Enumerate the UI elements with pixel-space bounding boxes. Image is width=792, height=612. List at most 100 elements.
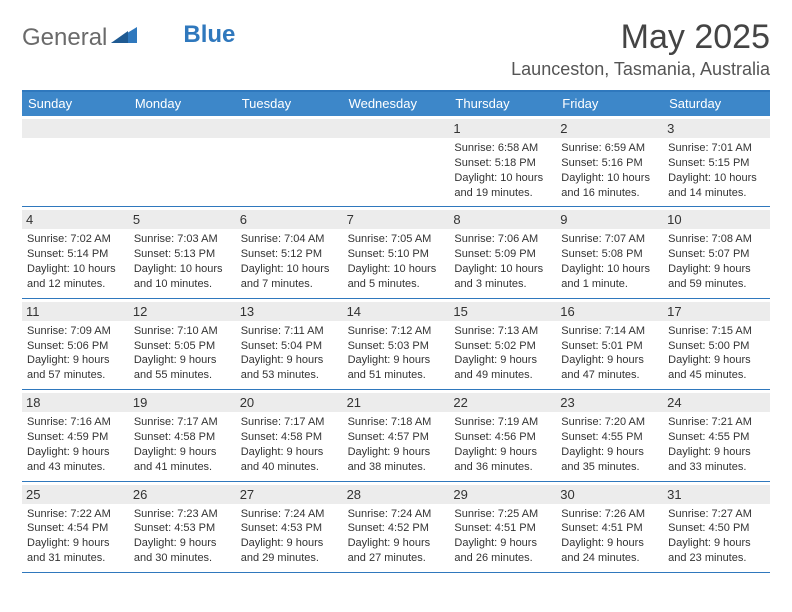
- sunrise-text: Sunrise: 7:17 AM: [134, 415, 231, 430]
- sunset-text: Sunset: 5:14 PM: [27, 247, 124, 262]
- sunset-text: Sunset: 5:08 PM: [561, 247, 658, 262]
- sunrise-text: Sunrise: 7:22 AM: [27, 507, 124, 522]
- calendar-cell: 15Sunrise: 7:13 AMSunset: 5:02 PMDayligh…: [449, 299, 556, 389]
- daylight-text: Daylight: 10 hours and 1 minute.: [561, 262, 658, 292]
- sunrise-text: Sunrise: 7:07 AM: [561, 232, 658, 247]
- sunset-text: Sunset: 4:58 PM: [134, 430, 231, 445]
- dayname: Saturday: [663, 92, 770, 116]
- sunset-text: Sunset: 4:55 PM: [668, 430, 765, 445]
- day-details: Sunrise: 7:24 AMSunset: 4:52 PMDaylight:…: [348, 507, 445, 566]
- calendar-cell: 14Sunrise: 7:12 AMSunset: 5:03 PMDayligh…: [343, 299, 450, 389]
- sunrise-text: Sunrise: 7:12 AM: [348, 324, 445, 339]
- calendar-cell: 3Sunrise: 7:01 AMSunset: 5:15 PMDaylight…: [663, 116, 770, 206]
- sunset-text: Sunset: 4:58 PM: [241, 430, 338, 445]
- day-number: 5: [129, 210, 236, 229]
- calendar-cell: 28Sunrise: 7:24 AMSunset: 4:52 PMDayligh…: [343, 482, 450, 572]
- day-number: 30: [556, 485, 663, 504]
- sunset-text: Sunset: 5:13 PM: [134, 247, 231, 262]
- day-number: 27: [236, 485, 343, 504]
- day-details: Sunrise: 7:22 AMSunset: 4:54 PMDaylight:…: [27, 507, 124, 566]
- sunset-text: Sunset: 5:05 PM: [134, 339, 231, 354]
- day-details: Sunrise: 7:06 AMSunset: 5:09 PMDaylight:…: [454, 232, 551, 291]
- daylight-text: Daylight: 9 hours and 26 minutes.: [454, 536, 551, 566]
- sunset-text: Sunset: 5:07 PM: [668, 247, 765, 262]
- day-number: 24: [663, 393, 770, 412]
- day-number: 31: [663, 485, 770, 504]
- daylight-text: Daylight: 9 hours and 27 minutes.: [348, 536, 445, 566]
- sunset-text: Sunset: 5:01 PM: [561, 339, 658, 354]
- day-details: Sunrise: 7:21 AMSunset: 4:55 PMDaylight:…: [668, 415, 765, 474]
- day-details: Sunrise: 7:10 AMSunset: 5:05 PMDaylight:…: [134, 324, 231, 383]
- month-title: May 2025: [511, 18, 770, 57]
- day-details: Sunrise: 7:17 AMSunset: 4:58 PMDaylight:…: [134, 415, 231, 474]
- day-number: 6: [236, 210, 343, 229]
- day-number: 18: [22, 393, 129, 412]
- day-details: Sunrise: 7:17 AMSunset: 4:58 PMDaylight:…: [241, 415, 338, 474]
- location: Launceston, Tasmania, Australia: [511, 59, 770, 80]
- day-number: 3: [663, 119, 770, 138]
- calendar-cell: 13Sunrise: 7:11 AMSunset: 5:04 PMDayligh…: [236, 299, 343, 389]
- calendar-cell: 10Sunrise: 7:08 AMSunset: 5:07 PMDayligh…: [663, 207, 770, 297]
- calendar-cell: 30Sunrise: 7:26 AMSunset: 4:51 PMDayligh…: [556, 482, 663, 572]
- dayname-row: Sunday Monday Tuesday Wednesday Thursday…: [22, 92, 770, 116]
- daylight-text: Daylight: 9 hours and 33 minutes.: [668, 445, 765, 475]
- logo-text-right: Blue: [183, 21, 235, 49]
- calendar-cell: 8Sunrise: 7:06 AMSunset: 5:09 PMDaylight…: [449, 207, 556, 297]
- sunset-text: Sunset: 5:18 PM: [454, 156, 551, 171]
- daylight-text: Daylight: 10 hours and 3 minutes.: [454, 262, 551, 292]
- sunset-text: Sunset: 4:52 PM: [348, 521, 445, 536]
- calendar-week: 25Sunrise: 7:22 AMSunset: 4:54 PMDayligh…: [22, 482, 770, 573]
- daylight-text: Daylight: 9 hours and 35 minutes.: [561, 445, 658, 475]
- calendar-cell: 18 Sunrise: 7:16 AMSunset: 4:59 PMDayligh…: [22, 390, 129, 480]
- sunrise-text: Sunrise: 7:05 AM: [348, 232, 445, 247]
- sunrise-text: Sunrise: 7:06 AM: [454, 232, 551, 247]
- calendar-cell: 2Sunrise: 6:59 AMSunset: 5:16 PMDaylight…: [556, 116, 663, 206]
- calendar-cell: 29 Sunrise: 7:25 AMSunset: 4:51 PMDayligh…: [449, 482, 556, 572]
- day-details: Sunrise: 7:27 AMSunset: 4:50 PMDaylight:…: [668, 507, 765, 566]
- dayname: Thursday: [449, 92, 556, 116]
- day-number: 29: [449, 485, 556, 504]
- sunset-text: Sunset: 4:59 PM: [27, 430, 124, 445]
- day-details: Sunrise: 7:24 AMSunset: 4:53 PMDaylight:…: [241, 507, 338, 566]
- sunset-text: Sunset: 5:12 PM: [241, 247, 338, 262]
- day-number: 9: [556, 210, 663, 229]
- sunrise-text: Sunrise: 7:24 AM: [241, 507, 338, 522]
- sunrise-text: Sunrise: 7:04 AM: [241, 232, 338, 247]
- day-number: 10: [663, 210, 770, 229]
- sunset-text: Sunset: 4:51 PM: [454, 521, 551, 536]
- daylight-text: Daylight: 10 hours and 14 minutes.: [668, 171, 765, 201]
- sunrise-text: Sunrise: 7:15 AM: [668, 324, 765, 339]
- calendar: Sunday Monday Tuesday Wednesday Thursday…: [22, 90, 770, 573]
- daylight-text: Daylight: 9 hours and 30 minutes.: [134, 536, 231, 566]
- daylight-text: Daylight: 9 hours and 51 minutes.: [348, 353, 445, 383]
- sunset-text: Sunset: 4:55 PM: [561, 430, 658, 445]
- day-number: 22: [449, 393, 556, 412]
- day-details: Sunrise: 7:15 AMSunset: 5:00 PMDaylight:…: [668, 324, 765, 383]
- day-details: Sunrise: 7:04 AMSunset: 5:12 PMDaylight:…: [241, 232, 338, 291]
- sunrise-text: Sunrise: 7:03 AM: [134, 232, 231, 247]
- dayname: Tuesday: [236, 92, 343, 116]
- day-details: Sunrise: 7:25 AMSunset: 4:51 PMDaylight:…: [454, 507, 551, 566]
- daylight-text: Daylight: 9 hours and 53 minutes.: [241, 353, 338, 383]
- daylight-text: Daylight: 10 hours and 16 minutes.: [561, 171, 658, 201]
- calendar-cell: [129, 116, 236, 206]
- sunrise-text: Sunrise: 7:23 AM: [134, 507, 231, 522]
- daylight-text: Daylight: 9 hours and 38 minutes.: [348, 445, 445, 475]
- day-details: Sunrise: 7:13 AMSunset: 5:02 PMDaylight:…: [454, 324, 551, 383]
- calendar-cell: 12Sunrise: 7:10 AMSunset: 5:05 PMDayligh…: [129, 299, 236, 389]
- sunrise-text: Sunrise: 7:14 AM: [561, 324, 658, 339]
- sunrise-text: Sunrise: 7:17 AM: [241, 415, 338, 430]
- day-details: Sunrise: 7:16 AMSunset: 4:59 PMDaylight:…: [27, 415, 124, 474]
- calendar-cell: 21Sunrise: 7:18 AMSunset: 4:57 PMDayligh…: [343, 390, 450, 480]
- calendar-cell: 24 Sunrise: 7:21 AMSunset: 4:55 PMDayligh…: [663, 390, 770, 480]
- sunset-text: Sunset: 4:51 PM: [561, 521, 658, 536]
- day-number: [343, 119, 450, 138]
- sunrise-text: Sunrise: 7:25 AM: [454, 507, 551, 522]
- sunset-text: Sunset: 5:06 PM: [27, 339, 124, 354]
- calendar-week: 1Sunrise: 6:58 AMSunset: 5:18 PMDaylight…: [22, 116, 770, 207]
- calendar-cell: 7Sunrise: 7:05 AMSunset: 5:10 PMDaylight…: [343, 207, 450, 297]
- daylight-text: Daylight: 9 hours and 24 minutes.: [561, 536, 658, 566]
- day-number: 7: [343, 210, 450, 229]
- daylight-text: Daylight: 9 hours and 49 minutes.: [454, 353, 551, 383]
- calendar-cell: 9 Sunrise: 7:07 AMSunset: 5:08 PMDaylight…: [556, 207, 663, 297]
